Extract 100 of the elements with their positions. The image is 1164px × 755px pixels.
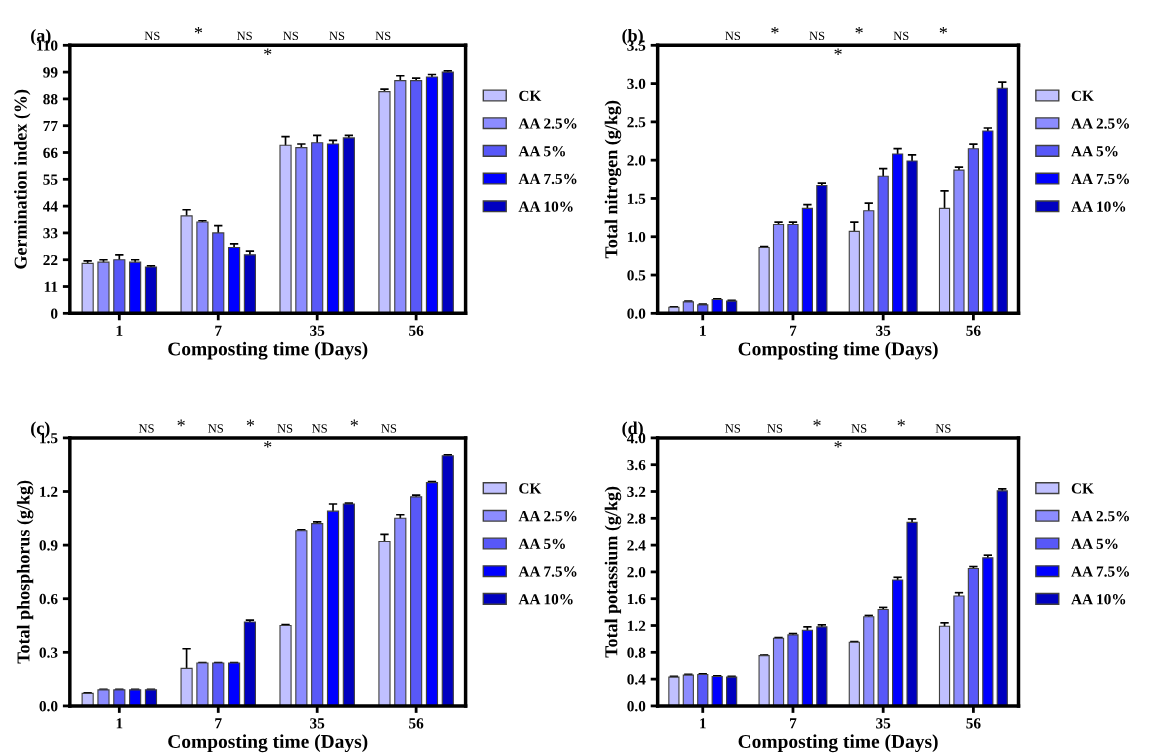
legend-label: AA 10% (1071, 201, 1126, 212)
y-tick-label: 3.0 (627, 78, 646, 90)
text: * (771, 26, 779, 34)
text: NS (144, 31, 160, 41)
x-tick-label: 1 (700, 325, 706, 336)
y-tick-label: 77 (43, 121, 58, 132)
legend-label: AA 10% (518, 201, 573, 212)
text: NS (237, 31, 252, 41)
y-tick-label: 2.4 (627, 540, 646, 551)
x-tick-label: 56 (409, 325, 424, 336)
x-tick-label: 35 (876, 325, 891, 336)
legend-label: AA 7.5% (1071, 566, 1129, 577)
annotation: * (264, 440, 272, 448)
text: NS (851, 424, 867, 433)
y-tick-label: 0.0 (627, 308, 646, 319)
x-tick-label: 56 (966, 718, 981, 729)
y-tick-label: 0.3 (39, 647, 58, 658)
x-tick-label: 1 (116, 718, 123, 729)
x-tick-label: 35 (310, 325, 325, 336)
y-axis-title: Total phosphorus (g/kg) (16, 480, 34, 664)
x-axis-title: Composting time (Days) (738, 734, 938, 753)
x-tick-label: 35 (876, 718, 891, 729)
text: NS (809, 31, 825, 41)
text: * (246, 419, 255, 427)
x-tick-label: 7 (790, 718, 797, 729)
legend-label: AA 2.5% (518, 118, 577, 129)
text: NS (138, 424, 154, 433)
y-tick-label: 66 (43, 147, 58, 158)
y-tick-label: 0.5 (627, 270, 646, 281)
x-tick-label: 56 (409, 718, 424, 729)
annotation: * (264, 48, 272, 56)
legend-label: AA 7.5% (518, 566, 577, 577)
text: NS (329, 31, 345, 41)
x-axis-title: Composting time (Days) (738, 341, 938, 360)
text: NS (725, 31, 741, 41)
y-tick-label: 3.6 (627, 459, 646, 471)
y-tick-label: 3.2 (627, 486, 646, 498)
text: NS (375, 31, 391, 41)
legend-label: AA 10% (518, 594, 573, 605)
y-tick-label: 0.6 (39, 593, 58, 605)
y-tick-label: 1.6 (627, 593, 646, 605)
y-tick-label: 0.4 (627, 674, 646, 685)
y-tick-label: 2.8 (627, 513, 646, 524)
legend-label: AA 2.5% (1071, 510, 1129, 522)
x-tick-label: 7 (215, 325, 222, 336)
text: NS (767, 424, 783, 433)
y-tick-label: 22 (43, 254, 58, 266)
legend-label: CK (1071, 483, 1094, 494)
y-tick-label: 0 (50, 308, 58, 319)
x-axis-title: Composting time (Days) (168, 341, 368, 360)
legend-label: CK (1071, 90, 1094, 101)
y-tick-label: 88 (43, 94, 58, 105)
legend-label: AA 7.5% (1071, 173, 1129, 185)
legend-label: AA 2.5% (518, 510, 577, 522)
x-tick-label: 56 (966, 325, 981, 336)
x-axis-title: Composting time (Days) (168, 734, 368, 753)
text: NS (277, 424, 293, 433)
text: NS (893, 31, 909, 41)
text: NS (312, 424, 327, 433)
y-tick-label: 2.0 (627, 567, 646, 578)
text: * (177, 419, 185, 427)
legend-label: CK (519, 90, 542, 101)
y-tick-label: 0.9 (39, 540, 58, 551)
text: NS (283, 31, 299, 41)
y-tick-label: 1.2 (627, 620, 646, 632)
y-axis-title: Total nitrogen (g/kg) (604, 100, 622, 259)
text: * (897, 419, 905, 427)
text: * (813, 419, 821, 427)
text: * (939, 26, 947, 34)
text: NS (725, 424, 741, 433)
x-tick-label: 1 (700, 718, 706, 729)
y-tick-label: 0.8 (627, 647, 646, 658)
text: * (855, 26, 863, 34)
x-tick-label: 7 (790, 325, 797, 336)
legend-label: AA 5% (518, 538, 565, 550)
x-tick-label: 1 (116, 325, 123, 336)
x-tick-label: 35 (310, 718, 325, 729)
text: * (194, 26, 203, 34)
legend-label: AA 7.5% (518, 173, 577, 185)
annotation: * (834, 440, 842, 448)
legend-label: AA 2.5% (1071, 118, 1129, 129)
text: NS (381, 424, 397, 433)
y-tick-label: 11 (44, 281, 58, 292)
legend-label: AA 5% (518, 146, 565, 157)
y-tick-label: 0.0 (39, 701, 58, 712)
y-tick-label: 2.0 (627, 155, 646, 166)
y-tick-label: 1.0 (627, 231, 646, 243)
text: * (350, 419, 358, 427)
annotation: * (834, 48, 842, 56)
y-tick-label: 1.2 (40, 486, 58, 498)
y-axis-title: Germination index (%) (14, 89, 31, 269)
text: NS (208, 424, 223, 433)
y-tick-label: 55 (43, 174, 58, 185)
y-tick-label: 99 (43, 67, 58, 78)
y-axis-title: Total potassium (g/kg) (604, 486, 622, 658)
legend-label: AA 5% (1071, 146, 1118, 157)
text: NS (935, 424, 951, 433)
legend-label: AA 10% (1071, 594, 1126, 605)
y-tick-label: 33 (43, 228, 58, 239)
y-tick-label: 2.5 (627, 117, 646, 128)
